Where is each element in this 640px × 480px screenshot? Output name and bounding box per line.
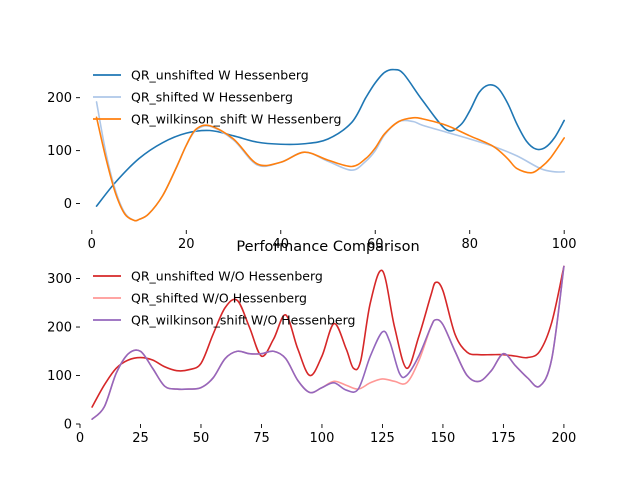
top-y-tick-label: 200 [47,91,72,106]
bottom-series-line-3 [91,265,565,420]
bottom-series-line-2 [91,265,565,420]
top-x-tick-label: 60 [367,237,384,252]
top-legend-label-3: QR_wilkinson_shift W Hessenberg [131,112,341,127]
bottom-series-line-1 [91,265,565,408]
top-series-line-1 [95,68,565,207]
bottom-x-tick-label: 75 [253,431,270,446]
top-x-tick-label: 100 [552,237,577,252]
bottom-x-tick-label: 125 [370,431,395,446]
bottom-legend-label-2: QR_shifted W/O Hessenberg [131,291,307,306]
bottom-x-tick-label: 175 [491,431,516,446]
bottom-x-tick-label: 200 [551,431,576,446]
bottom-x-tick-label: 50 [193,431,210,446]
bottom-y-tick-label: 0 [64,418,72,433]
top-legend-label-1: QR_unshifted W Hessenberg [131,68,309,83]
bottom-y-tick-label: 300 [47,272,72,287]
bottom-legend-label-3: QR_wilkinson_shift W/O Hessenberg [131,313,355,328]
figure-title: Performance Comparison [236,239,419,255]
top-x-tick-label: 80 [461,237,478,252]
top-series-line-3 [95,116,565,222]
bottom-plot: 0 25 50 75 100 125 150 175 200 0 100 200 300 QR_unshi… [47,265,576,446]
top-y-tick-label: 0 [64,197,72,212]
bottom-y-tick-label: 100 [47,369,72,384]
top-x-tick-label: 40 [272,237,289,252]
top-x-tick-label: 0 [88,237,96,252]
top-x-tick-label: 20 [178,237,195,252]
top-legend-label-2: QR_shifted W Hessenberg [131,90,293,105]
bottom-x-tick-label: 150 [431,431,456,446]
bottom-legend-label-1: QR_unshifted W/O Hessenberg [131,269,323,284]
bottom-x-tick-label: 25 [132,431,149,446]
bottom-y-tick-label: 200 [47,321,72,336]
bottom-x-tick-label: 100 [310,431,335,446]
top-plot: 0 20 40 60 80 100 0 100 200 QR_unshifted W Hessen… [47,68,576,253]
bottom-x-tick-label: 0 [76,431,84,446]
top-y-tick-label: 100 [47,144,72,159]
